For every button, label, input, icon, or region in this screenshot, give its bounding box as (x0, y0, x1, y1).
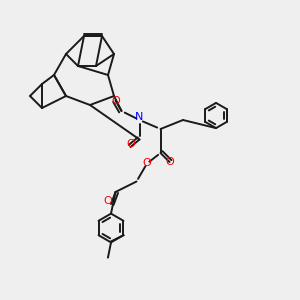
Text: O: O (165, 157, 174, 167)
Text: O: O (142, 158, 152, 169)
Text: O: O (111, 95, 120, 106)
Text: O: O (103, 196, 112, 206)
Text: N: N (135, 112, 144, 122)
Text: O: O (126, 139, 135, 149)
